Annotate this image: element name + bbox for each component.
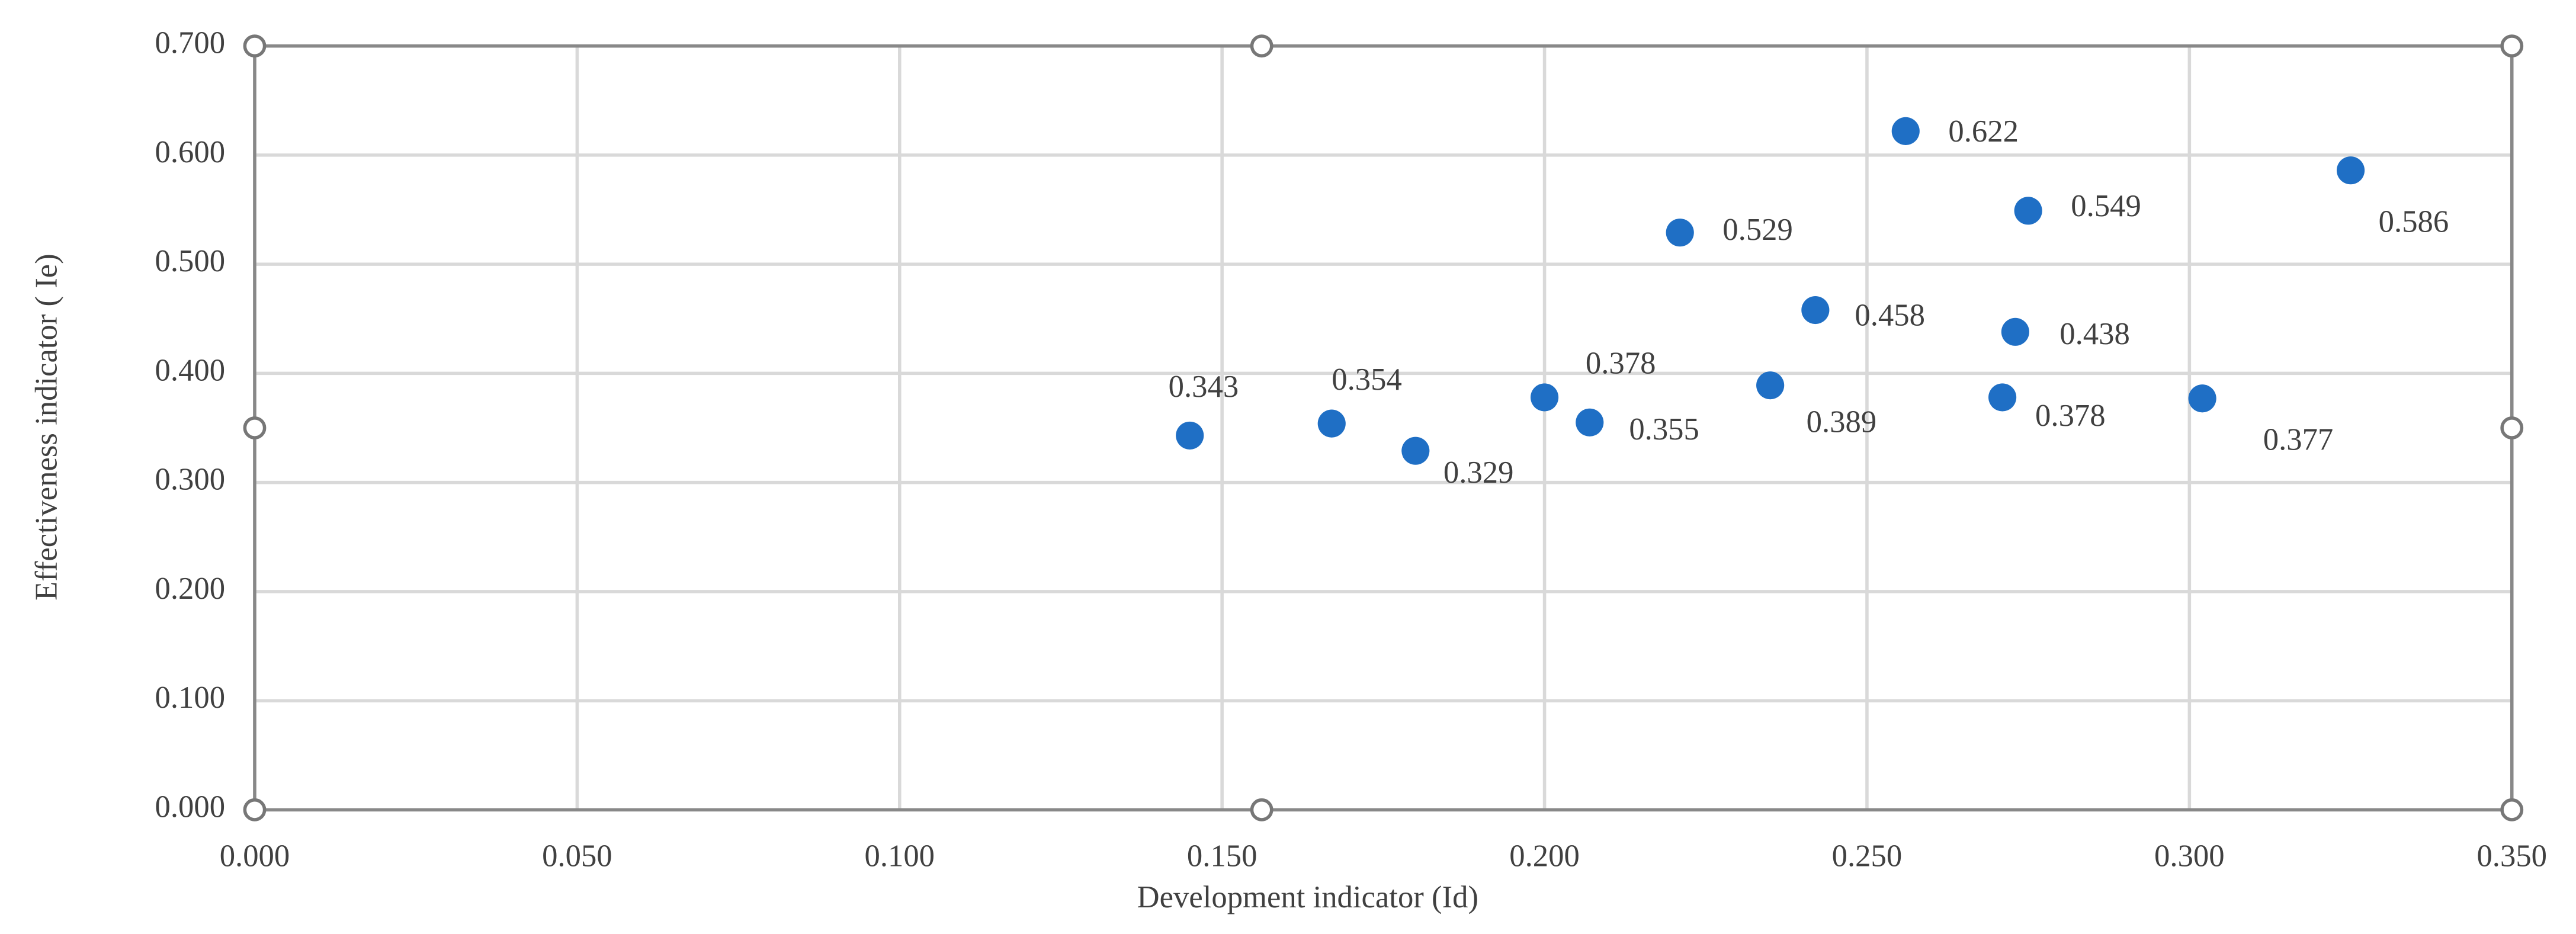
- data-label: 0.438: [2059, 317, 2130, 351]
- point: [1317, 409, 1346, 438]
- selection-handle: [243, 416, 267, 439]
- data-label: 0.529: [1722, 213, 1793, 247]
- plot-border: [253, 44, 2514, 812]
- selection-handle: [243, 798, 267, 821]
- point: [2001, 317, 2029, 346]
- data-label: 0.458: [1855, 298, 1925, 332]
- data-label: 0.586: [2379, 204, 2449, 239]
- point: [1891, 117, 1920, 145]
- data-label: 0.622: [1948, 114, 2019, 149]
- y-tick-label: 0.100: [155, 681, 226, 715]
- selection-handle: [2500, 34, 2524, 58]
- y-tick-label: 0.000: [155, 789, 226, 824]
- selection-handle: [243, 34, 267, 58]
- point: [2014, 197, 2042, 225]
- data-label: 0.389: [1807, 405, 1877, 439]
- data-label: 0.378: [1586, 346, 1656, 380]
- x-tick-label: 0.100: [864, 839, 935, 874]
- y-tick-label: 0.200: [155, 572, 226, 606]
- point: [2336, 156, 2365, 185]
- x-tick-label: 0.300: [2154, 839, 2225, 874]
- x-tick-label: 0.000: [220, 839, 290, 874]
- y-axis-title: Effectiveness indicator ( Ie): [29, 253, 63, 601]
- x-tick-label: 0.350: [2476, 839, 2547, 874]
- point: [1176, 421, 1204, 450]
- point: [1801, 296, 1830, 325]
- point: [1756, 371, 1785, 400]
- point: [2188, 384, 2216, 413]
- data-label: 0.355: [1629, 412, 1699, 447]
- y-tick-label: 0.300: [155, 463, 226, 497]
- y-tick-label: 0.700: [155, 26, 226, 60]
- data-label: 0.329: [1443, 455, 1514, 490]
- y-tick-label: 0.600: [155, 135, 226, 169]
- selection-handle: [1250, 798, 1273, 821]
- y-tick-label: 0.400: [155, 353, 226, 387]
- x-tick-label: 0.250: [1832, 839, 1903, 874]
- point: [1666, 219, 1694, 247]
- selection-handle: [2500, 416, 2524, 439]
- point: [1576, 408, 1604, 436]
- point: [1401, 436, 1430, 465]
- point: [1530, 383, 1559, 412]
- y-tick-label: 0.500: [155, 244, 226, 278]
- data-label: 0.549: [2071, 189, 2141, 223]
- x-tick-label: 0.200: [1509, 839, 1580, 874]
- x-axis-title: Development indicator (Id): [1137, 880, 1478, 914]
- x-tick-label: 0.150: [1187, 839, 1257, 874]
- selection-handle: [1250, 34, 1273, 58]
- data-label: 0.377: [2263, 423, 2334, 457]
- x-tick-label: 0.050: [542, 839, 612, 874]
- point: [1988, 383, 2017, 412]
- data-label: 0.378: [2035, 399, 2106, 433]
- selection-handle: [2500, 798, 2524, 821]
- data-label: 0.343: [1169, 370, 1239, 404]
- data-label: 0.354: [1332, 362, 1402, 397]
